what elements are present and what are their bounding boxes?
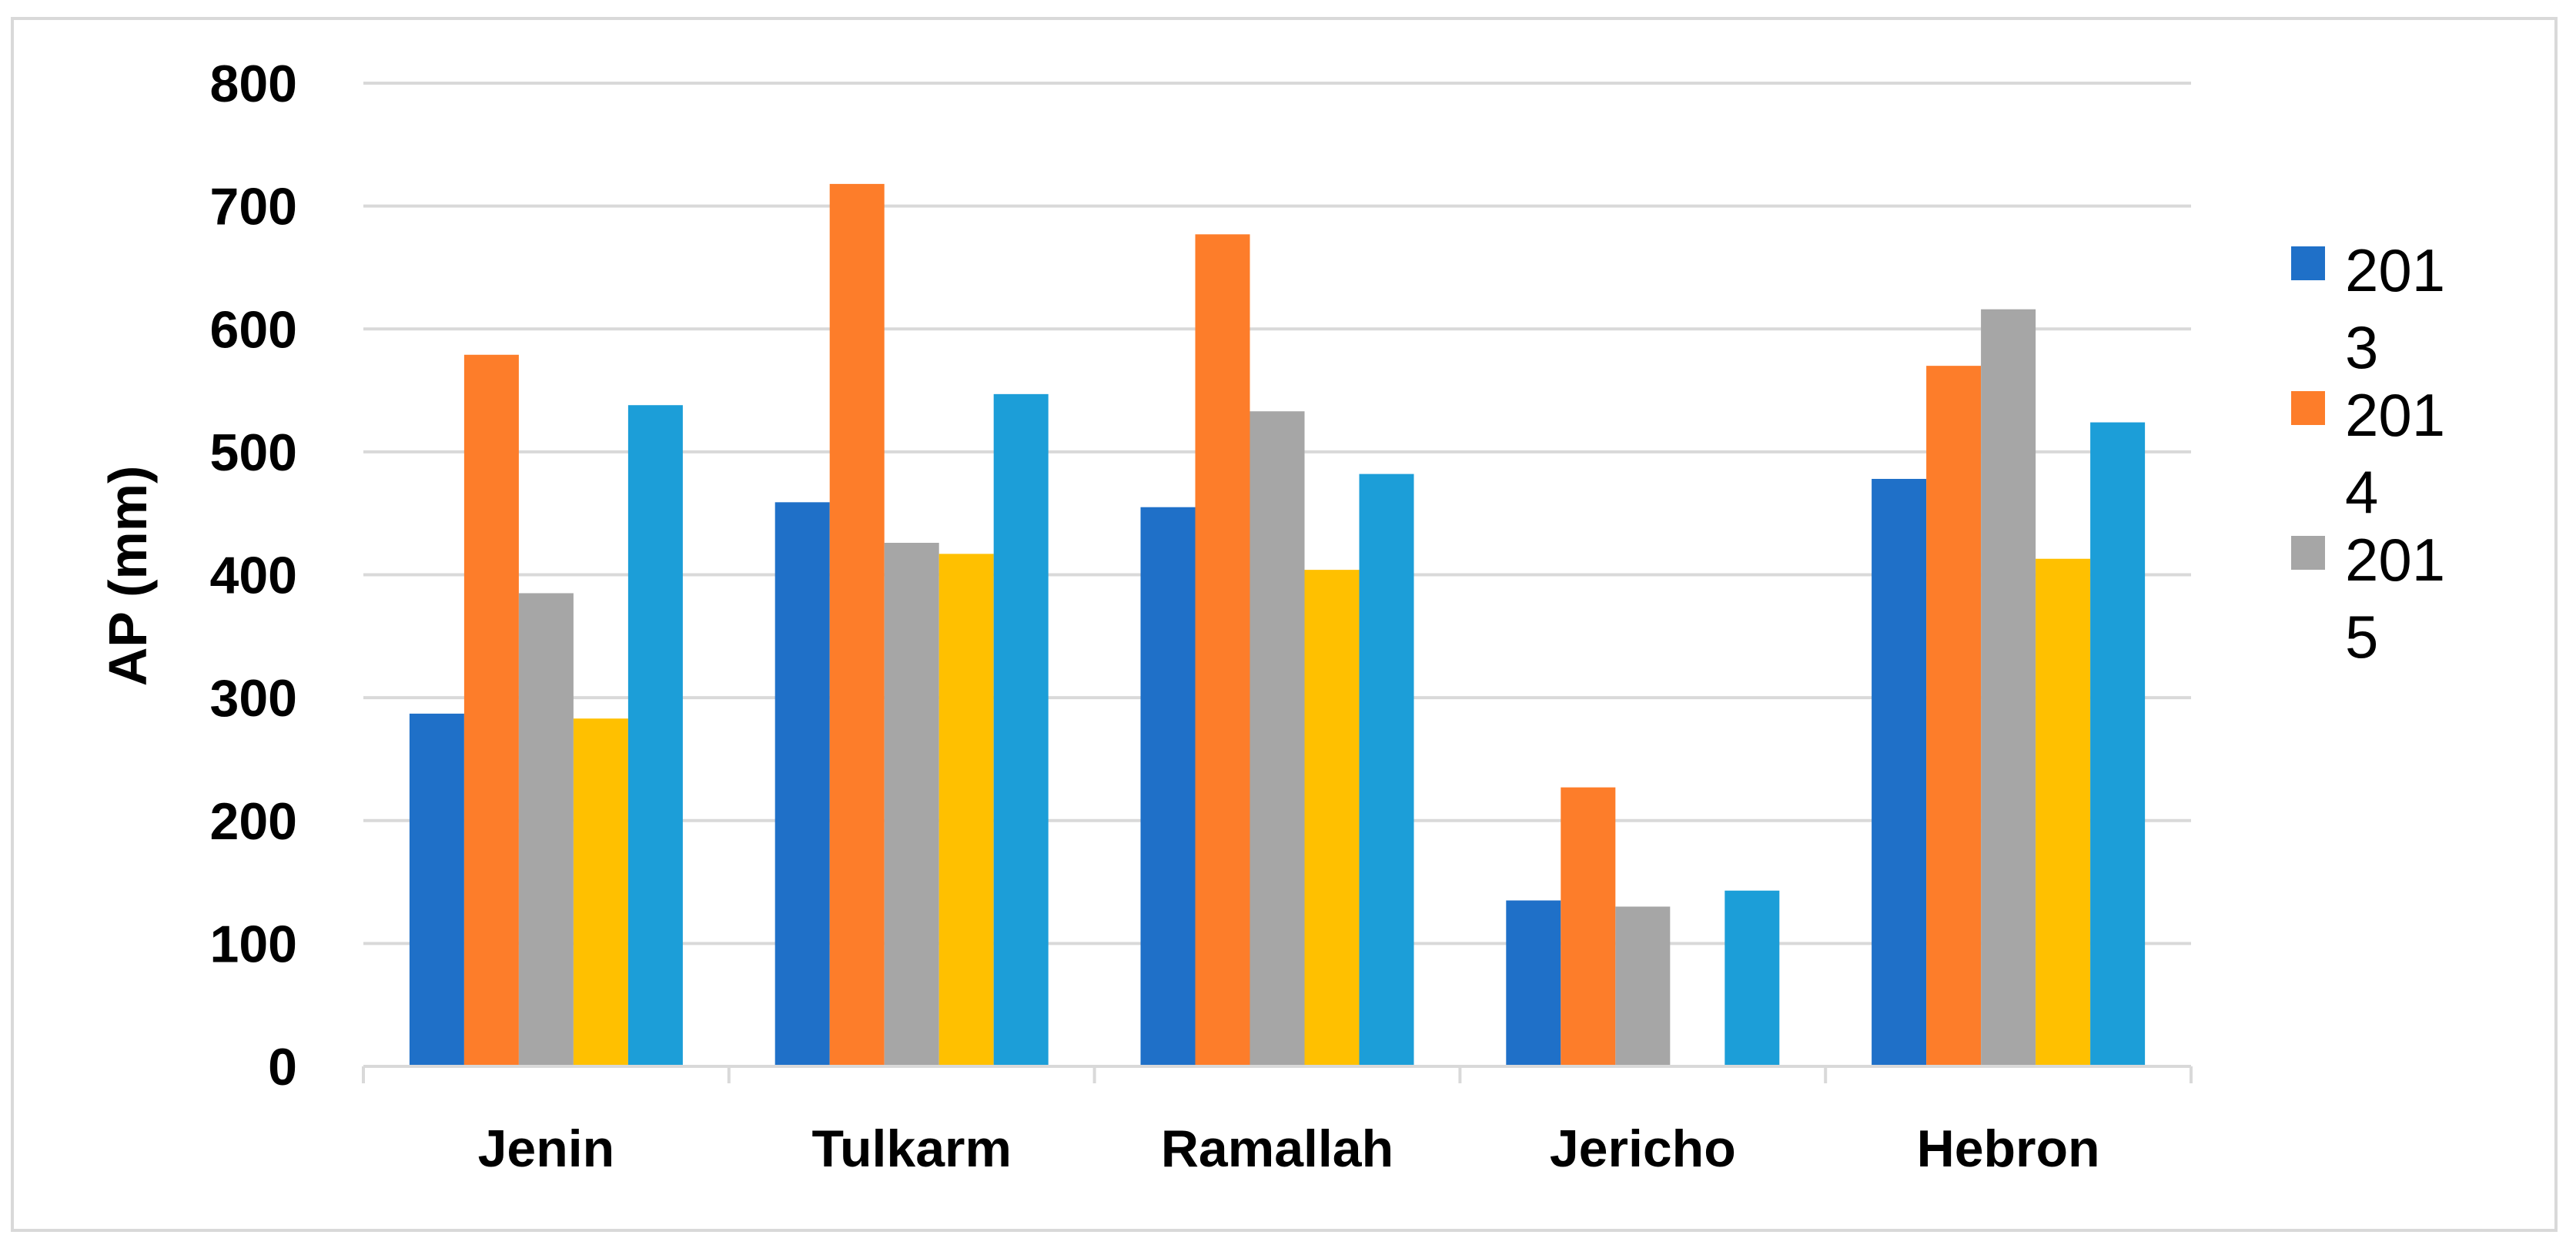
bar-tulkarm-4 — [938, 554, 994, 1066]
y-tick-label: 300 — [210, 669, 297, 728]
x-axis — [362, 1065, 2193, 1083]
bar-tulkarm-3 — [884, 542, 939, 1066]
legend-label-2014: 4 — [2345, 458, 2378, 526]
bar-jenin-3 — [518, 593, 574, 1066]
y-tick-label: 600 — [210, 300, 297, 359]
bars — [409, 183, 2146, 1067]
legend-label-2015: 201 — [2345, 526, 2445, 594]
y-tick-label: 800 — [210, 55, 297, 113]
x-category-label: Jenin — [478, 1119, 615, 1178]
bar-hebron-5 — [2090, 422, 2146, 1066]
y-tick-label: 400 — [210, 547, 297, 605]
legend-swatch-2013 — [2291, 246, 2325, 280]
y-tick-label: 500 — [210, 423, 297, 482]
legend-label-2015: 5 — [2345, 603, 2378, 671]
bar-ramallah-2 — [1195, 234, 1250, 1066]
y-tick-label: 0 — [268, 1038, 297, 1096]
legend-swatch-2014 — [2291, 391, 2325, 425]
bar-tulkarm-5 — [993, 393, 1049, 1066]
y-tick-label: 100 — [210, 915, 297, 973]
bar-jenin-5 — [627, 405, 683, 1066]
legend-label-2013: 3 — [2345, 313, 2378, 381]
y-tick-label: 700 — [210, 178, 297, 236]
bar-jenin-2 — [463, 354, 519, 1066]
x-axis-categories: Jenin Tulkarm Ramallah Jericho Hebron — [478, 1119, 2100, 1178]
bar-hebron-4 — [2036, 558, 2091, 1066]
bar-jenin-1 — [409, 713, 464, 1066]
bar-hebron-2 — [1926, 366, 1982, 1066]
legend-swatch-2015 — [2291, 536, 2325, 570]
bar-tulkarm-1 — [774, 502, 830, 1066]
x-category-label: Ramallah — [1161, 1119, 1393, 1178]
bar-tulkarm-2 — [829, 183, 885, 1067]
x-category-label: Jericho — [1550, 1119, 1736, 1178]
bar-jericho-2 — [1561, 787, 1616, 1066]
x-category-label: Tulkarm — [811, 1119, 1011, 1178]
bar-ramallah-3 — [1250, 411, 1305, 1066]
bar-jenin-4 — [573, 718, 628, 1066]
y-tick-label: 200 — [210, 792, 297, 851]
y-axis-title: AP (mm) — [98, 466, 158, 687]
bar-hebron-3 — [1981, 309, 2036, 1067]
bar-ramallah-1 — [1140, 507, 1196, 1066]
bar-hebron-1 — [1872, 478, 1927, 1066]
x-category-label: Hebron — [1917, 1119, 2100, 1178]
legend-label-2013: 201 — [2345, 236, 2445, 304]
bar-jericho-1 — [1506, 900, 1561, 1066]
legend-label-2014: 201 — [2345, 381, 2445, 449]
y-axis-ticks: 0 100 200 300 400 500 600 700 800 — [210, 55, 297, 1096]
bar-jericho-3 — [1615, 906, 1671, 1066]
bar-ramallah-4 — [1304, 570, 1360, 1066]
bar-jericho-5 — [1725, 890, 1780, 1066]
bar-ramallah-5 — [1359, 474, 1414, 1066]
